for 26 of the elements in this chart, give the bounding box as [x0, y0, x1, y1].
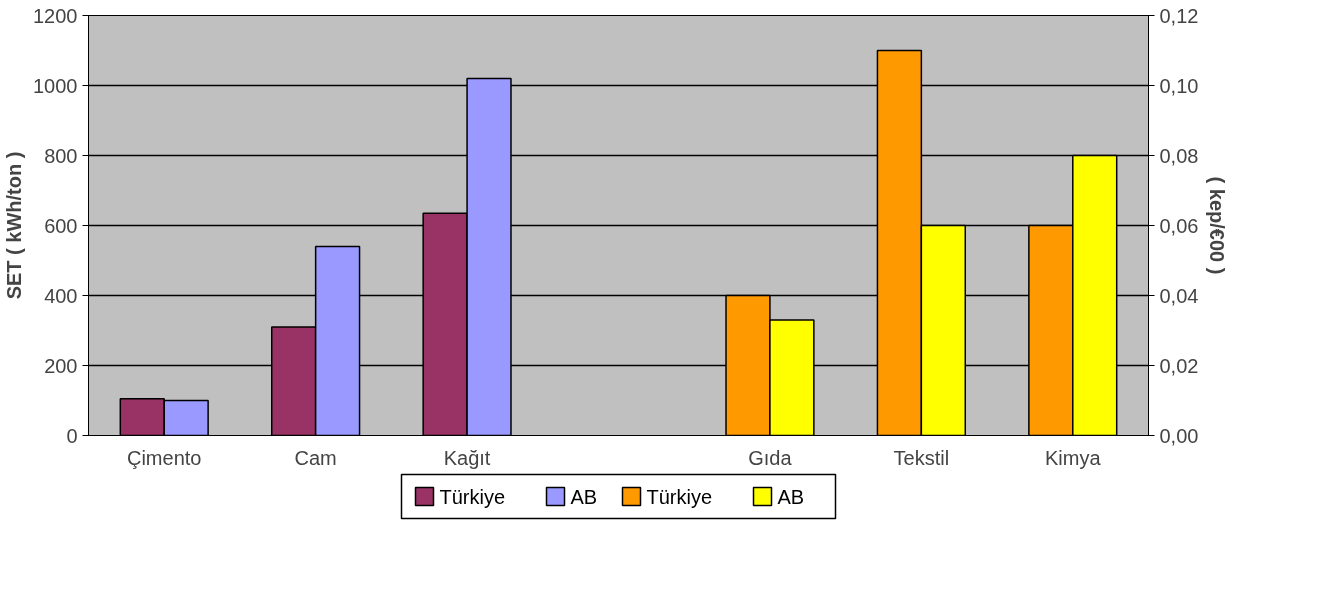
y-tick-label: 0 [66, 424, 78, 447]
x-tick-label: Tekstil [893, 446, 950, 469]
y2-tick-label: 0,12 [1159, 4, 1199, 27]
y2-tick-label: 0,10 [1159, 74, 1199, 97]
x-tick-label: Kimya [1045, 446, 1102, 469]
y2-tick-label: 0,08 [1159, 144, 1199, 167]
x-tick-label: Cam [294, 446, 337, 469]
y-axis-title: SET ( kWh/ton ) [3, 151, 26, 300]
x-tick-label: Gıda [748, 446, 793, 469]
y2-tick-label: 0,06 [1159, 214, 1199, 237]
y-tick-label: 1200 [33, 4, 78, 27]
y2-tick-label: 0,02 [1159, 354, 1199, 377]
y-tick-label: 600 [44, 214, 78, 237]
x-tick-label: Çimento [126, 446, 202, 469]
legend-label: AB [777, 485, 805, 508]
legend-label: AB [570, 485, 598, 508]
y2-axis-title: ( kep/€00 ) [1206, 176, 1229, 275]
y-tick-label: 1000 [33, 74, 78, 97]
y2-tick-label: 0,00 [1159, 424, 1199, 447]
x-tick-label: Kağıt [443, 446, 491, 469]
legend-label: Türkiye [646, 485, 713, 508]
y-tick-label: 200 [44, 354, 78, 377]
legend-label: Türkiye [439, 485, 506, 508]
y-tick-label: 400 [44, 284, 78, 307]
y2-tick-label: 0,04 [1159, 284, 1199, 307]
y-tick-label: 800 [44, 144, 78, 167]
